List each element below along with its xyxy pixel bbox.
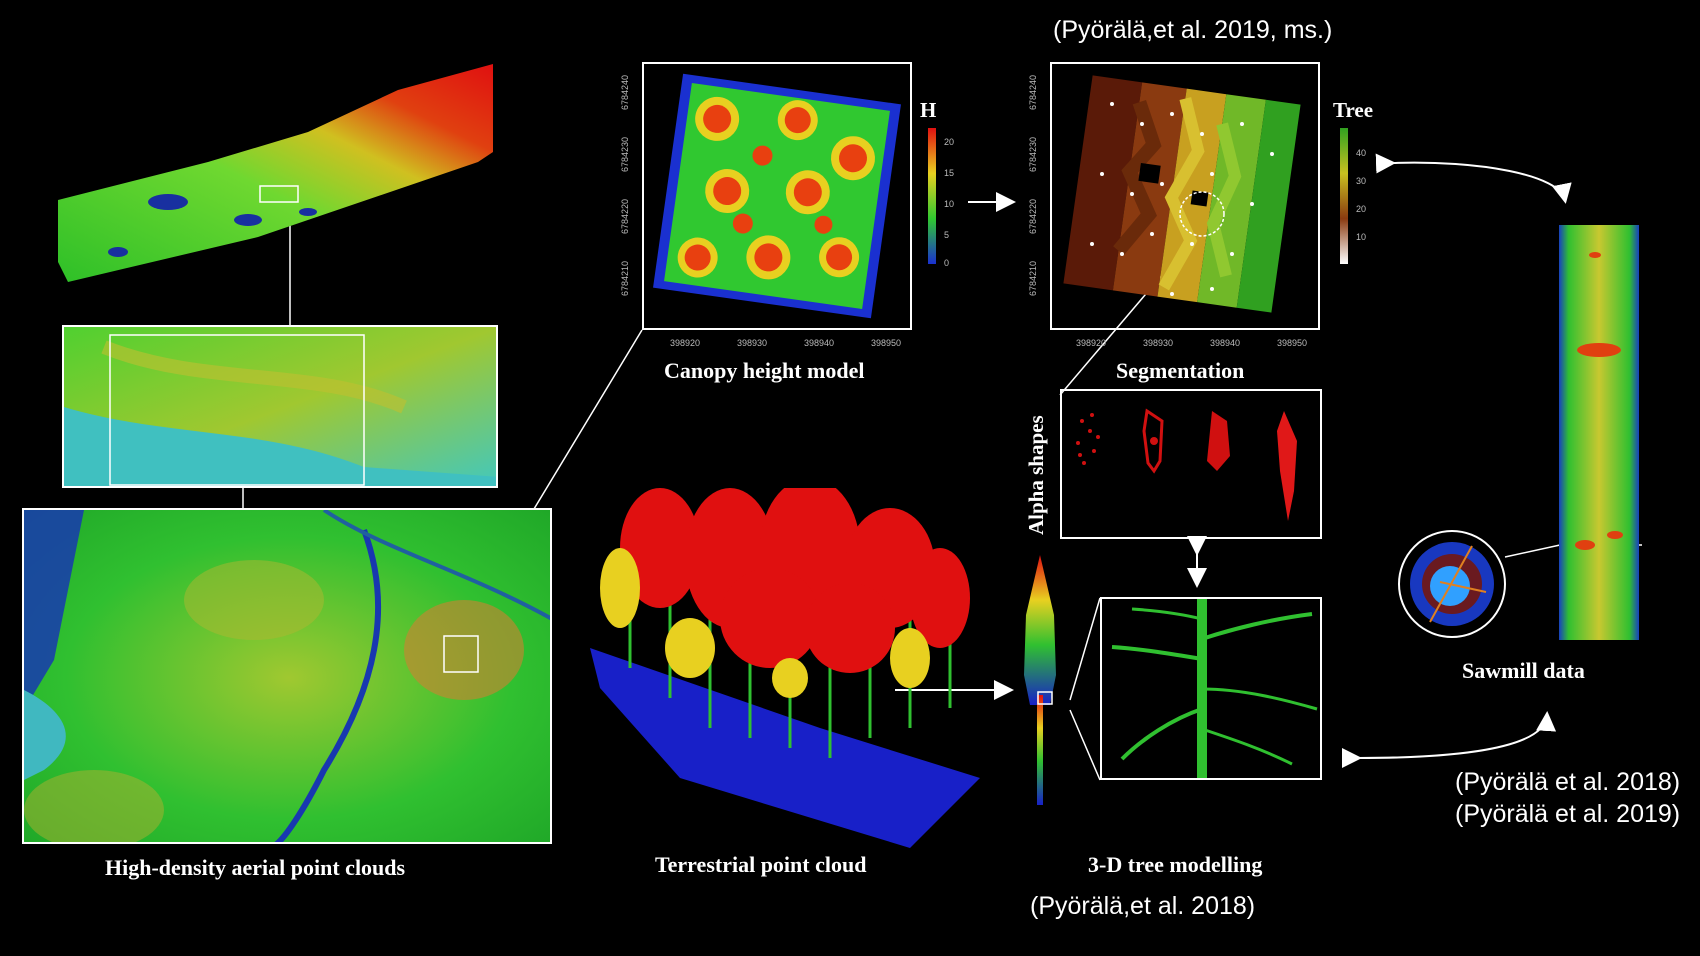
seg-legend-tick: 20 bbox=[1356, 204, 1367, 214]
connector-line bbox=[1069, 597, 1101, 701]
arrow-model-sawmill bbox=[1341, 711, 1557, 769]
tree-branch-detail-image bbox=[1100, 597, 1322, 780]
caption-terrestrial: Terrestrial point cloud bbox=[655, 852, 867, 877]
chm-x-tick: 398930 bbox=[737, 338, 768, 348]
caption-chm: Canopy height model bbox=[664, 358, 865, 383]
chm-x-tick: 398940 bbox=[804, 338, 835, 348]
chm-raster bbox=[653, 73, 901, 319]
arrow-seg-sawmill bbox=[1375, 153, 1572, 204]
seg-y-tick: 6784210 bbox=[1028, 260, 1038, 296]
chm-legend-tick: 10 bbox=[944, 199, 955, 209]
chm-colorbar bbox=[928, 128, 936, 264]
seg-legend-tick: 30 bbox=[1356, 176, 1367, 186]
seg-y-tick: 6784220 bbox=[1028, 198, 1038, 234]
caption-alpha-shapes: Alpha shapes bbox=[1024, 415, 1048, 535]
caption-tree-modelling: 3-D tree modelling bbox=[1088, 852, 1263, 877]
chm-y-tick: 6784220 bbox=[620, 198, 630, 234]
chm-x-tick: 398920 bbox=[670, 338, 701, 348]
chm-plot-frame bbox=[642, 62, 912, 330]
seg-x-tick: 398940 bbox=[1210, 338, 1241, 348]
reference-bottom: (Pyörälä,et al. 2018) bbox=[1030, 892, 1256, 920]
chm-y-tick: 6784210 bbox=[620, 260, 630, 296]
seg-y-tick: 6784230 bbox=[1028, 136, 1038, 172]
seg-colorbar bbox=[1340, 128, 1348, 264]
connector-line bbox=[1504, 544, 1561, 558]
caption-sawmill: Sawmill data bbox=[1462, 658, 1585, 683]
seg-x-tick: 398950 bbox=[1277, 338, 1308, 348]
single-tree-model-image bbox=[1020, 555, 1060, 805]
sawmill-log-scan-image bbox=[1555, 225, 1643, 640]
chm-legend-tick: 5 bbox=[944, 230, 950, 240]
chm-legend-tick: 0 bbox=[944, 258, 950, 268]
seg-x-tick: 398920 bbox=[1076, 338, 1107, 348]
caption-aerial: High-density aerial point clouds bbox=[105, 855, 406, 880]
seg-legend-tick: 10 bbox=[1356, 232, 1367, 242]
terrestrial-point-cloud-image bbox=[590, 488, 990, 848]
seg-raster bbox=[1063, 75, 1301, 313]
seg-tree-points bbox=[1090, 102, 1274, 296]
aerial-overview-image bbox=[22, 508, 552, 844]
chm-x-tick: 398950 bbox=[871, 338, 902, 348]
seg-x-tick: 398930 bbox=[1143, 338, 1174, 348]
reference-right-1: (Pyörälä et al. 2018) bbox=[1455, 768, 1681, 796]
caption-segmentation: Segmentation bbox=[1116, 358, 1245, 383]
chm-y-tick: 6784230 bbox=[620, 136, 630, 172]
reference-right-2: (Pyörälä et al. 2019) bbox=[1455, 800, 1681, 828]
seg-legend-tick: 40 bbox=[1356, 148, 1367, 158]
aerial-strip-image bbox=[58, 62, 498, 287]
chm-legend-title: H bbox=[920, 98, 937, 122]
chm-legend-tick: 20 bbox=[944, 137, 955, 147]
seg-y-tick: 6784240 bbox=[1028, 74, 1038, 110]
chm-y-tick: 6784240 bbox=[620, 74, 630, 110]
reference-top: (Pyörälä,et al. 2019, ms.) bbox=[1053, 16, 1333, 44]
alpha-shapes-image bbox=[1060, 389, 1322, 539]
seg-plot-frame bbox=[1050, 62, 1320, 330]
connector-line bbox=[1069, 709, 1101, 781]
chm-legend-tick: 15 bbox=[944, 168, 955, 178]
aerial-detail-image bbox=[62, 325, 498, 488]
seg-legend-title: Tree bbox=[1333, 98, 1374, 122]
sawmill-cross-section-image bbox=[1398, 530, 1506, 638]
